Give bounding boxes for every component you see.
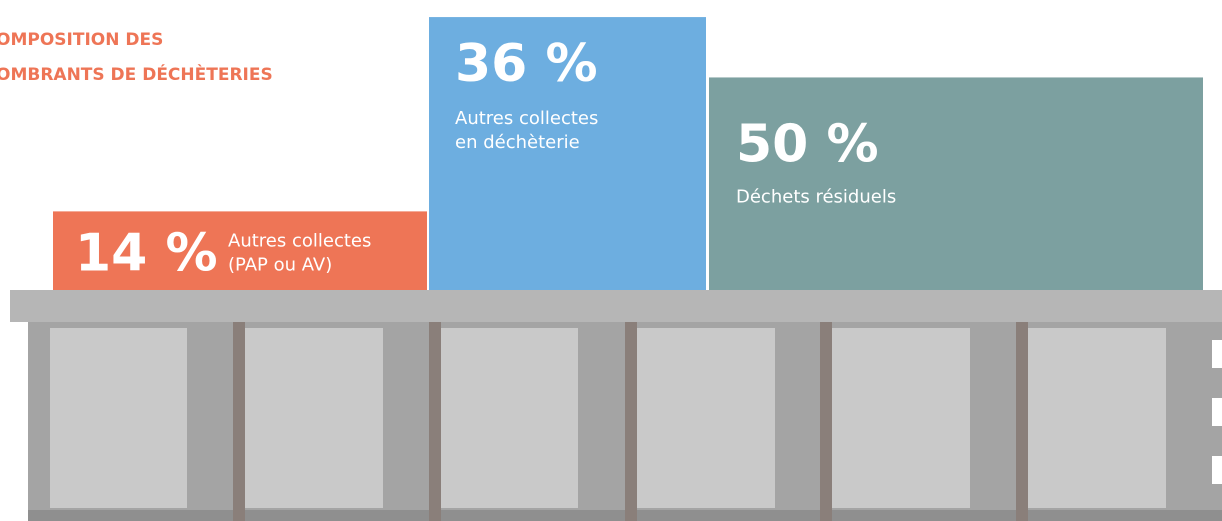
dumpster-panels <box>50 328 1166 508</box>
chart-title: OMBRANTS DE DÉCHÈTERIES <box>0 63 273 85</box>
category-label: Autres collectes <box>228 230 371 251</box>
bars: 14 % Autres collectes (PAP ou AV) 36 % Autre… <box>53 17 1203 291</box>
value-label: 50 % <box>736 114 879 174</box>
category-label: Déchets résiduels <box>736 186 896 207</box>
chart-title: OMPOSITION DES <box>0 30 163 50</box>
bar <box>709 77 1203 290</box>
bar <box>53 211 427 290</box>
value-label: 36 % <box>455 34 598 94</box>
category-label: en déchèterie <box>455 132 580 153</box>
dumpster-notches <box>1212 340 1222 484</box>
dumpster-lid <box>10 290 1222 322</box>
dumpster <box>10 290 1222 521</box>
category-label: Autres collectes <box>455 108 598 129</box>
value-label: 14 % <box>75 223 218 283</box>
dumpster-ribs <box>233 322 1028 521</box>
category-label: (PAP ou AV) <box>228 254 332 275</box>
bar <box>429 17 706 291</box>
